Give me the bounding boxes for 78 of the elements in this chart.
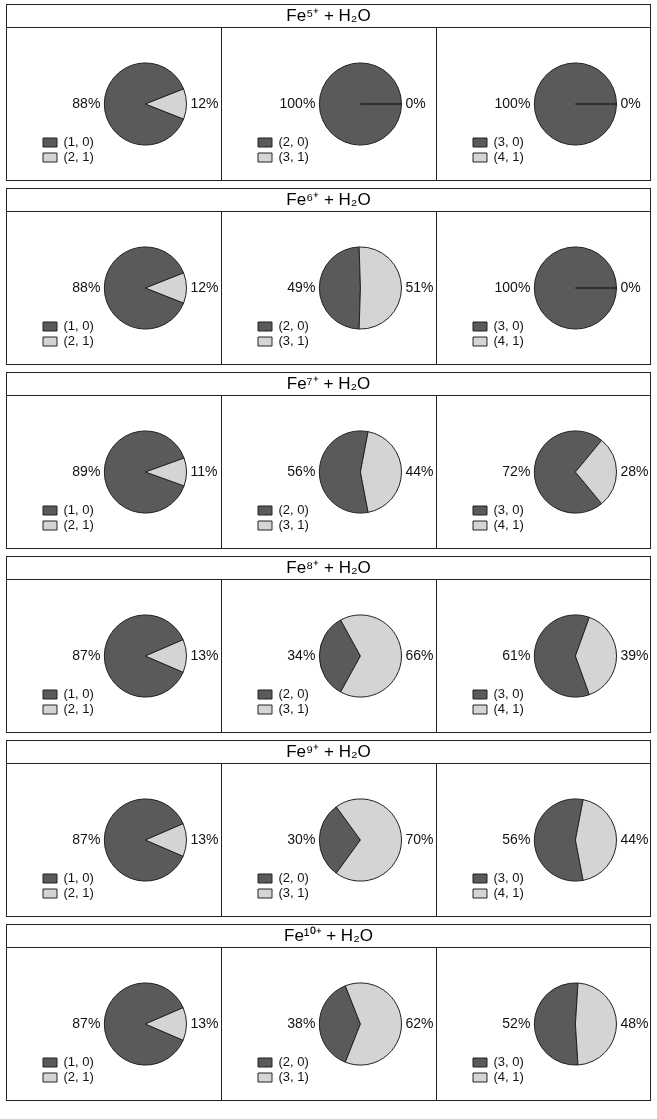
legend-label: (2, 0) xyxy=(278,1054,309,1070)
text: 0% xyxy=(620,94,641,111)
data-label: 39% xyxy=(620,646,649,663)
data-label: 30% xyxy=(287,830,316,847)
data-label: 87% xyxy=(72,1014,101,1031)
legend-label: (3, 1) xyxy=(278,885,309,901)
data-label: 87% xyxy=(72,646,101,663)
data-label: 49% xyxy=(287,278,316,295)
legend-label: (3, 0) xyxy=(493,870,524,886)
data-label: 12% xyxy=(190,278,219,295)
legend-label: (1, 0) xyxy=(63,502,94,518)
legend-label: (1, 0) xyxy=(63,1054,94,1070)
legend-label: (3, 0) xyxy=(493,502,524,518)
legend-label: (3, 1) xyxy=(278,517,309,533)
text: Fe⁶⁺ + H₂O xyxy=(7,189,650,212)
data-label: 100% xyxy=(494,278,531,295)
legend-label: (1, 0) xyxy=(63,134,94,150)
data-label: 56% xyxy=(287,462,316,479)
data-label: 48% xyxy=(620,1014,649,1031)
data-label: 28% xyxy=(620,462,649,479)
data-label: 44% xyxy=(620,830,649,847)
text: Fe⁵⁺ + H₂O xyxy=(7,5,650,28)
legend-label: (2, 1) xyxy=(63,885,94,901)
legend-label: (3, 0) xyxy=(493,686,524,702)
data-label: 38% xyxy=(287,1014,316,1031)
data-label: 87% xyxy=(72,830,101,847)
legend-label: (3, 1) xyxy=(278,333,309,349)
legend-label: (3, 0) xyxy=(493,1054,524,1070)
legend-label: (3, 0) xyxy=(493,134,524,150)
text: 0% xyxy=(405,94,426,111)
legend-label: (4, 1) xyxy=(493,701,524,717)
data-label: 89% xyxy=(72,462,101,479)
legend-label: (3, 1) xyxy=(278,701,309,717)
data-label: 13% xyxy=(190,1014,219,1031)
text: Fe¹⁰⁺ + H₂O xyxy=(7,925,650,948)
legend-label: (1, 0) xyxy=(63,318,94,334)
data-label: 62% xyxy=(405,1014,434,1031)
text: 0% xyxy=(620,278,641,295)
data-label: 34% xyxy=(287,646,316,663)
legend-label: (4, 1) xyxy=(493,1069,524,1085)
legend-label: (2, 1) xyxy=(63,517,94,533)
data-label: 72% xyxy=(502,462,531,479)
legend-label: (2, 0) xyxy=(278,870,309,886)
legend-label: (2, 0) xyxy=(278,502,309,518)
data-label: 70% xyxy=(405,830,434,847)
data-label: 51% xyxy=(405,278,434,295)
data-label: 88% xyxy=(72,94,101,111)
legend-label: (2, 0) xyxy=(278,134,309,150)
legend-label: (4, 1) xyxy=(493,149,524,165)
data-label: 56% xyxy=(502,830,531,847)
legend-label: (1, 0) xyxy=(63,870,94,886)
legend-label: (2, 0) xyxy=(278,686,309,702)
text: Fe⁹⁺ + H₂O xyxy=(7,741,650,764)
data-label: 100% xyxy=(494,94,531,111)
data-label: 52% xyxy=(502,1014,531,1031)
legend-label: (2, 1) xyxy=(63,701,94,717)
data-label: 66% xyxy=(405,646,434,663)
legend-label: (4, 1) xyxy=(493,333,524,349)
legend-label: (2, 1) xyxy=(63,149,94,165)
legend-label: (3, 0) xyxy=(493,318,524,334)
legend-label: (2, 0) xyxy=(278,318,309,334)
text: Fe⁸⁺ + H₂O xyxy=(7,557,650,580)
data-label: 13% xyxy=(190,830,219,847)
legend-label: (3, 1) xyxy=(278,1069,309,1085)
data-label: 44% xyxy=(405,462,434,479)
data-label: 12% xyxy=(190,94,219,111)
data-label: 13% xyxy=(190,646,219,663)
legend-label: (2, 1) xyxy=(63,1069,94,1085)
text: Fe⁷⁺ + H₂O xyxy=(7,373,650,396)
data-label: 11% xyxy=(190,462,218,479)
legend-label: (4, 1) xyxy=(493,885,524,901)
legend-label: (3, 1) xyxy=(278,149,309,165)
legend-label: (4, 1) xyxy=(493,517,524,533)
data-label: 61% xyxy=(502,646,531,663)
legend-label: (2, 1) xyxy=(63,333,94,349)
data-label: 88% xyxy=(72,278,101,295)
legend-label: (1, 0) xyxy=(63,686,94,702)
data-label: 100% xyxy=(279,94,316,111)
